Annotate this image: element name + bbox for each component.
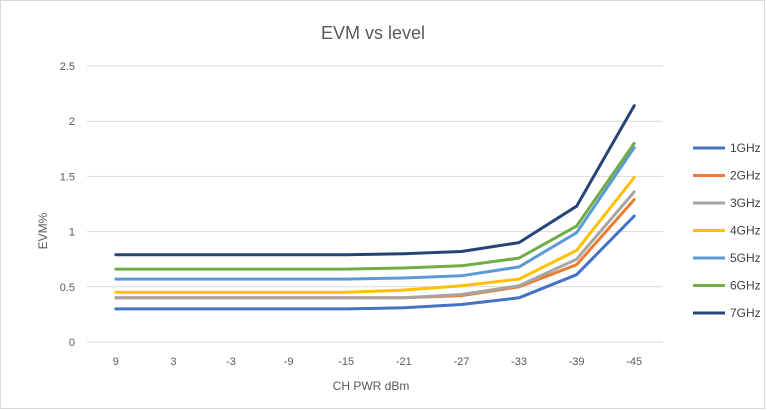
y-axis-label: EVM%	[36, 212, 50, 249]
legend-label: 3GHz	[730, 196, 761, 210]
legend-item: 2GHz	[693, 169, 761, 183]
legend-label: 6GHz	[730, 279, 761, 293]
legend-item: 4GHz	[693, 224, 761, 238]
y-tick-label: 2	[69, 116, 75, 128]
legend-item: 3GHz	[693, 196, 761, 210]
legend-item: 1GHz	[693, 141, 761, 155]
x-tick-label: -33	[511, 356, 527, 368]
series-line-3GHz	[114, 190, 636, 300]
x-axis-ticks: 9 3 -3 -9 -15 -21 -27 -33 -39 -45	[113, 356, 642, 368]
y-tick-label: 2.5	[60, 61, 75, 73]
gridlines	[87, 65, 663, 343]
chart-title: EVM vs level	[321, 23, 425, 43]
y-tick-label: 1	[69, 227, 75, 239]
y-axis-ticks: 0 0.5 1 1.5 2 2.5	[60, 61, 75, 349]
x-axis-label: CH PWR dBm	[333, 379, 410, 393]
legend-label: 4GHz	[730, 224, 761, 238]
legend: 1GHz 2GHz 3GHz 4GHz 5GHz 6GHz 7GHz	[693, 141, 761, 320]
legend-label: 7GHz	[730, 306, 761, 320]
y-tick-label: 0.5	[60, 282, 75, 294]
legend-item: 6GHz	[693, 279, 761, 293]
legend-item: 5GHz	[693, 251, 761, 265]
x-tick-label: -45	[626, 356, 642, 368]
x-tick-label: -39	[569, 356, 585, 368]
series-line-7GHz	[114, 104, 636, 257]
series-line-4GHz	[114, 176, 636, 294]
legend-label: 1GHz	[730, 141, 761, 155]
legend-label: 2GHz	[730, 169, 761, 183]
x-tick-label: -21	[396, 356, 412, 368]
series-lines	[114, 104, 636, 311]
series-line-5GHz	[114, 146, 636, 281]
y-tick-label: 1.5	[60, 171, 75, 183]
series-line-1GHz	[114, 214, 636, 311]
x-tick-label: -3	[226, 356, 236, 368]
legend-label: 5GHz	[730, 251, 761, 265]
x-tick-label: -27	[453, 356, 469, 368]
series-line-6GHz	[114, 141, 636, 271]
x-tick-label: 9	[113, 356, 119, 368]
x-tick-label: 3	[170, 356, 176, 368]
legend-item: 7GHz	[693, 306, 761, 320]
y-tick-label: 0	[69, 337, 75, 349]
x-tick-label: -15	[338, 356, 354, 368]
x-tick-label: -9	[284, 356, 294, 368]
